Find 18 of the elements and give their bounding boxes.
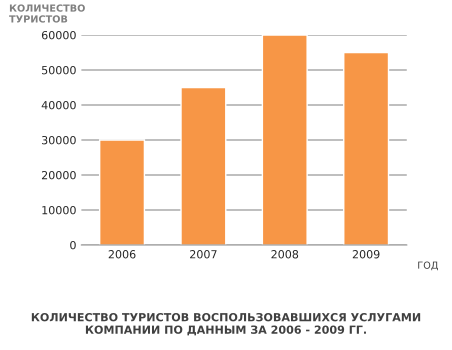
- bar: [98, 139, 146, 245]
- y-tick-label: 40000: [42, 100, 76, 110]
- text: КОЛИЧЕСТВО ТУРИСТОВ ВОСПОЛЬЗОВАВШИХСЯ УСЛУГАМИ КОМПАНИИ ПО ДАННЫМ ЗА 2006 - 2009 ГГ.: [32, 313, 420, 336]
- bar: [343, 52, 390, 245]
- y-tick-label: 30000: [42, 136, 76, 144]
- y-tick-label: 20000: [42, 170, 76, 180]
- y-axis-title: КОЛИЧЕСТВО ТУРИСТОВ: [9, 4, 85, 23]
- bar: [262, 35, 308, 245]
- x-tick-label: 2006: [108, 250, 136, 258]
- x-axis-title: ГОД: [418, 261, 438, 270]
- y-tick-label: 50000: [42, 66, 76, 74]
- bar: [180, 86, 226, 245]
- x-tick-label: 2008: [271, 250, 298, 258]
- y-tick-label: 10000: [42, 206, 76, 214]
- x-tick-label: 2007: [190, 250, 217, 258]
- y-tick-label: 0: [70, 240, 76, 250]
- x-tick-label: 2009: [352, 250, 380, 258]
- y-tick-label: 60000: [42, 30, 76, 40]
